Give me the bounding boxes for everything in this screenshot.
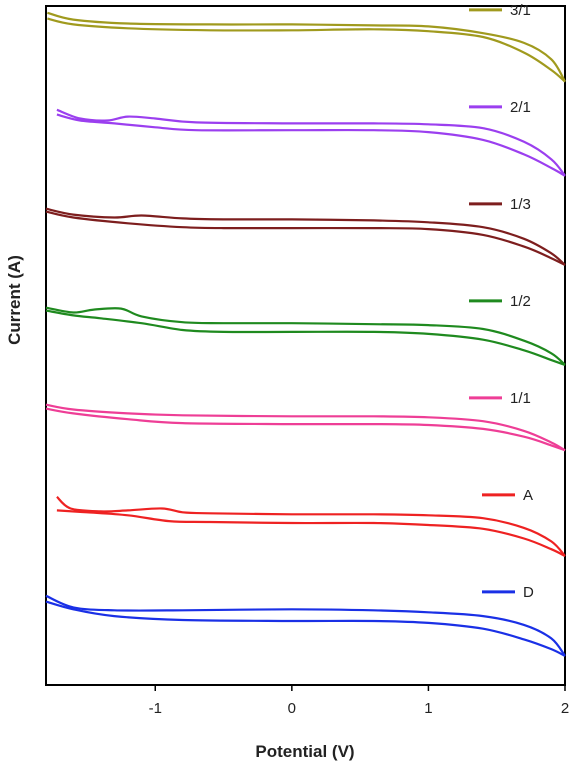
legend-label-2-1: 2/1 [510,99,531,116]
x-axis-ticks: -1 0 1 2 [149,685,569,717]
legend-label-a: A [523,487,533,504]
series-a-forward-line [56,495,566,557]
x-tick-label: 0 [288,700,296,717]
y-axis-title: Current (A) [5,255,24,345]
series-1-1-forward-line [45,403,566,452]
series-1-3-forward-line [45,207,566,266]
legend-label-3-1: 3/1 [510,2,531,19]
plot-frame [45,5,566,686]
series-d-reverse-line [45,600,566,657]
series-1-2-forward-line [45,306,566,366]
series-1-2-reverse-line [45,309,566,366]
x-tick-label: 1 [424,700,432,717]
legend-label-d: D [523,584,534,601]
legend: 3/1 2/1 1/3 1/2 1/1 A D [469,2,534,601]
legend-label-1-1: 1/1 [510,390,531,407]
series-d-forward-line [45,594,566,657]
series-3-1-forward-line [47,11,566,83]
x-tick-label: 2 [561,700,569,717]
legend-label-1-2: 1/2 [510,293,531,310]
x-tick-label: -1 [149,700,162,717]
series-1-1-reverse-line [45,407,566,452]
x-axis-title: Potential (V) [255,742,354,761]
series-2-1-forward-line [56,108,566,177]
series-a-reverse-line [56,509,566,557]
series-1-3-reverse-line [45,210,566,266]
series-2-1-reverse-line [56,113,566,177]
legend-label-1-3: 1/3 [510,196,531,213]
series-3-1-reverse-line [47,17,566,83]
series-curves [45,11,566,657]
